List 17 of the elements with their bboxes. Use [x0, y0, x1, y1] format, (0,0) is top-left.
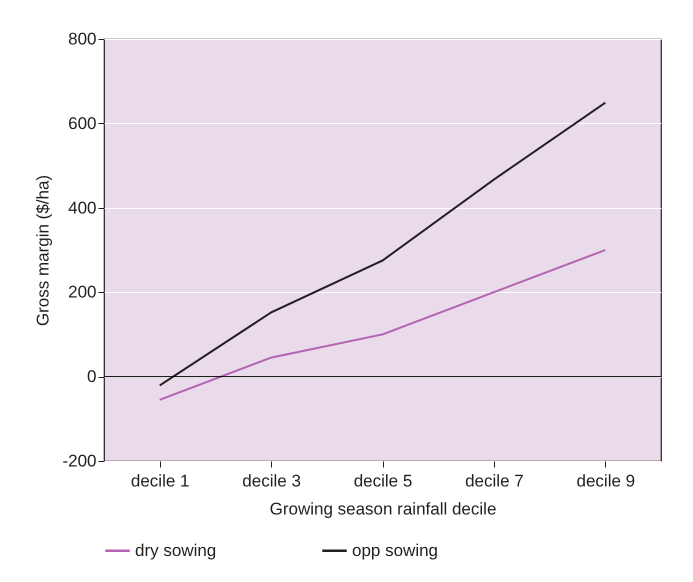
y-tick-label: -200 [62, 452, 96, 470]
legend-label: dry sowing [135, 540, 216, 560]
legend-label: opp sowing [352, 540, 438, 560]
x-tick-label: decile 5 [354, 472, 412, 490]
y-axis-title: Gross margin ($/ha) [33, 174, 52, 326]
x-tick-label: decile 7 [465, 472, 524, 490]
x-tick-label: decile 1 [130, 472, 190, 490]
y-tick-label: 0 [87, 367, 96, 386]
y-tick-label: 400 [68, 198, 96, 218]
line-series [158, 102, 606, 386]
x-tick-label: decile 9 [576, 472, 636, 490]
x-axis-title: Growing season rainfall decile [270, 500, 496, 518]
y-tick-label: 200 [68, 282, 96, 302]
y-tick-label: 800 [68, 30, 96, 48]
x-tick-label: decile 3 [242, 472, 301, 490]
y-tick-label: 600 [68, 114, 96, 133]
line-series [158, 249, 606, 401]
